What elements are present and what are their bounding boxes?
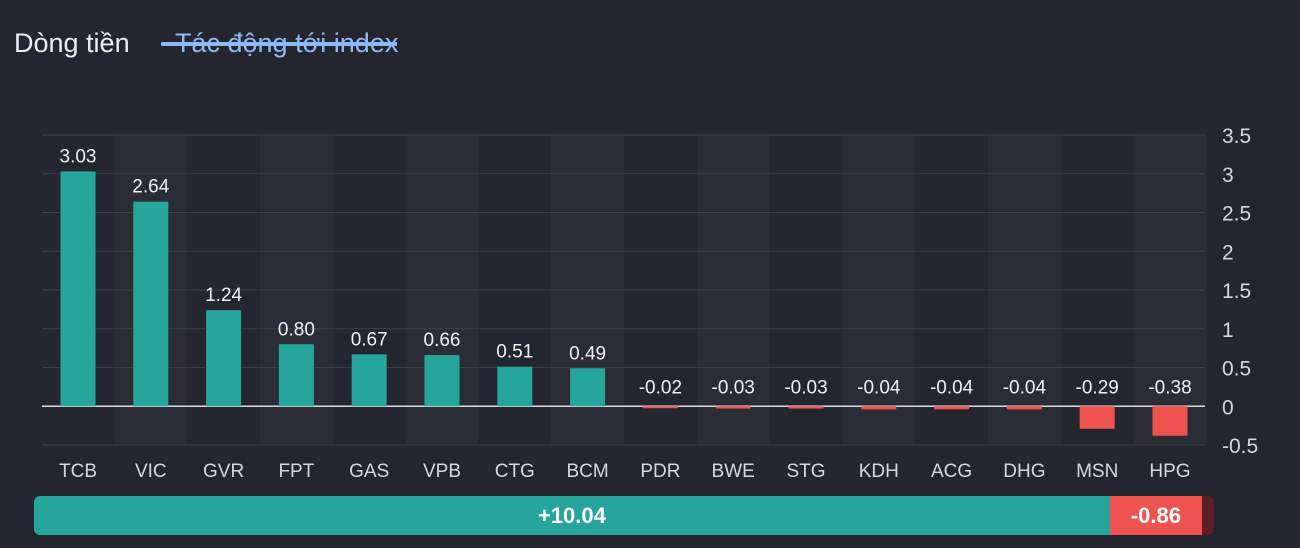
- x-tick-label: TCB: [59, 461, 97, 482]
- active-tab-indicator: [161, 42, 397, 46]
- bar-kdh[interactable]: [861, 406, 897, 410]
- index-impact-chart: 3.5 3 2.5 2 1.5 1 0.5 0 -0.5 3.03 TCB 2.64 VIC 1.24 GV…: [42, 125, 1258, 482]
- data-label-vpb: 0.66: [424, 330, 461, 351]
- bar-stg[interactable]: [788, 406, 824, 409]
- bar-vpb[interactable]: [424, 355, 460, 407]
- bar-vic[interactable]: [133, 201, 169, 407]
- data-label-bwe: -0.03: [712, 377, 755, 398]
- bar-ctg[interactable]: [497, 366, 533, 407]
- bar-msn[interactable]: [1079, 406, 1115, 429]
- x-tick-label: BWE: [712, 461, 755, 482]
- x-tick-label: PDR: [640, 461, 680, 482]
- y-tick-label: -0.5: [1222, 435, 1258, 458]
- y-tick-label: 3: [1222, 164, 1234, 187]
- bar-bcm[interactable]: [570, 368, 606, 407]
- impact-summary-bar: +10.04 -0.86: [34, 496, 1214, 535]
- data-label-stg: -0.03: [784, 377, 827, 398]
- x-tick-label: BCM: [566, 461, 608, 482]
- summary-bar-end-cap: [1201, 496, 1214, 535]
- data-label-vic: 2.64: [132, 177, 169, 198]
- bar-hpg[interactable]: [1152, 406, 1188, 436]
- x-tick-label: HPG: [1149, 461, 1190, 482]
- y-tick-label: 0: [1222, 396, 1234, 419]
- y-tick-label: 2.5: [1222, 203, 1251, 226]
- data-label-kdh: -0.04: [857, 377, 901, 398]
- data-label-hpg: -0.38: [1148, 377, 1191, 398]
- data-label-dhg: -0.04: [1003, 377, 1047, 398]
- data-label-gvr: 1.24: [205, 285, 242, 306]
- bar-dhg[interactable]: [1006, 406, 1042, 410]
- data-label-tcb: 3.03: [60, 146, 97, 167]
- bar-bwe[interactable]: [715, 406, 751, 409]
- data-label-ctg: 0.51: [496, 342, 533, 363]
- bar-fpt[interactable]: [278, 344, 314, 407]
- y-tick-label: 1.5: [1222, 280, 1251, 303]
- data-label-fpt: 0.80: [278, 319, 315, 340]
- y-tick-label: 2: [1222, 241, 1234, 264]
- bar-gas[interactable]: [351, 354, 387, 407]
- bar-acg[interactable]: [934, 406, 970, 410]
- bar-pdr[interactable]: [642, 406, 678, 409]
- x-tick-label: KDH: [859, 461, 899, 482]
- x-tick-label: ACG: [931, 461, 972, 482]
- x-tick-label: FPT: [278, 461, 314, 482]
- x-tick-label: STG: [786, 461, 825, 482]
- x-tick-label: GAS: [349, 461, 389, 482]
- y-tick-label: 0.5: [1222, 358, 1251, 381]
- x-tick-label: CTG: [495, 461, 535, 482]
- data-label-pdr: -0.02: [639, 377, 682, 398]
- y-tick-label: 1: [1222, 319, 1234, 342]
- data-label-msn: -0.29: [1076, 377, 1119, 398]
- tab-dong-tien[interactable]: Dòng tiền: [14, 28, 130, 58]
- data-label-gas: 0.67: [351, 329, 388, 350]
- data-label-acg: -0.04: [930, 377, 974, 398]
- bar-tcb[interactable]: [60, 171, 96, 407]
- y-tick-label: 3.5: [1222, 125, 1251, 148]
- x-tick-label: VIC: [135, 461, 167, 482]
- positive-impact-total[interactable]: +10.04: [34, 496, 1110, 535]
- x-tick-label: VPB: [423, 461, 461, 482]
- x-tick-label: GVR: [203, 461, 244, 482]
- x-tick-label: DHG: [1003, 461, 1045, 482]
- x-tick-label: MSN: [1076, 461, 1118, 482]
- data-label-bcm: 0.49: [569, 343, 606, 364]
- bar-gvr[interactable]: [206, 310, 242, 407]
- negative-impact-total[interactable]: -0.86: [1109, 496, 1202, 535]
